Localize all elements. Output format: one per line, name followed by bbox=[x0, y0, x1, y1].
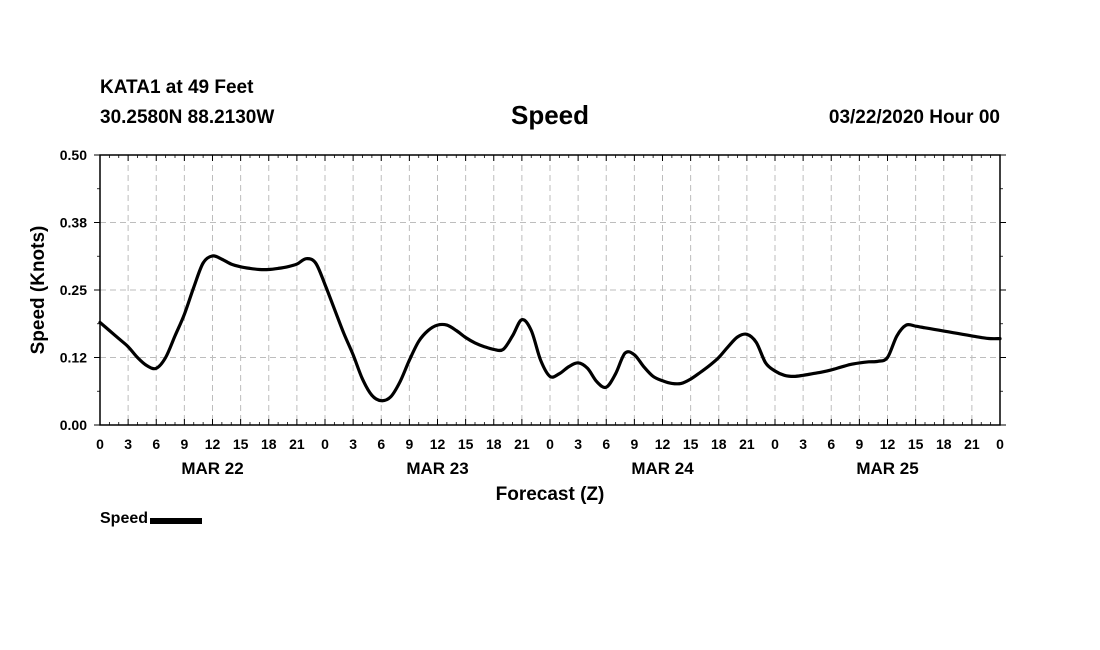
chart-title: Speed bbox=[510, 100, 590, 130]
x-tick-label: 15 bbox=[683, 436, 699, 452]
x-tick-label: 6 bbox=[602, 436, 610, 452]
x-tick-label: 3 bbox=[349, 436, 357, 452]
x-tick-label: 21 bbox=[739, 436, 755, 452]
x-tick-label: 15 bbox=[458, 436, 474, 452]
x-tick-label: 18 bbox=[936, 436, 952, 452]
x-axis-label: Forecast (Z) bbox=[496, 484, 605, 505]
x-tick-label: 9 bbox=[180, 436, 188, 452]
x-tick-label: 12 bbox=[655, 436, 671, 452]
speed-series-line bbox=[98, 254, 1002, 403]
x-tick-label: 0 bbox=[96, 436, 104, 452]
station-label: KATA1 at 49 Feet bbox=[100, 77, 254, 98]
x-tick-label: 12 bbox=[880, 436, 896, 452]
day-label: MAR 22 bbox=[181, 459, 243, 478]
x-tick-label: 21 bbox=[289, 436, 305, 452]
x-tick-label: 0 bbox=[996, 436, 1004, 452]
y-tick-labels: 0.00 0.12 0.25 0.38 0.50 bbox=[60, 147, 87, 433]
x-tick-label: 9 bbox=[405, 436, 413, 452]
x-tick-label: 0 bbox=[771, 436, 779, 452]
y-axis-label: Speed (Knots) bbox=[28, 226, 49, 355]
plot-frame bbox=[99, 154, 1001, 426]
x-tick-label: 18 bbox=[711, 436, 727, 452]
legend: Speed bbox=[100, 510, 203, 528]
x-tick-label: 21 bbox=[964, 436, 980, 452]
day-label: MAR 23 bbox=[406, 459, 468, 478]
x-tick-label: 3 bbox=[574, 436, 582, 452]
legend-swatch bbox=[150, 517, 203, 524]
x-tick-label: 15 bbox=[233, 436, 249, 452]
x-tick-label: 9 bbox=[630, 436, 638, 452]
grid bbox=[100, 155, 1000, 425]
forecast-datetime: 03/22/2020 Hour 00 bbox=[828, 107, 1000, 128]
x-tick-label: 3 bbox=[124, 436, 132, 452]
x-tick-label: 12 bbox=[430, 436, 446, 452]
x-tick-label: 12 bbox=[205, 436, 221, 452]
x-tick-label: 0 bbox=[546, 436, 554, 452]
x-tick-label: 21 bbox=[514, 436, 530, 452]
y-tick-label: 0.12 bbox=[60, 350, 87, 366]
y-tick-label: 0.25 bbox=[60, 282, 87, 298]
x-tick-label: 6 bbox=[152, 436, 160, 452]
x-tick-label: 0 bbox=[321, 436, 329, 452]
legend-label: Speed bbox=[100, 510, 149, 527]
x-tick-label: 3 bbox=[799, 436, 807, 452]
x-tick-label: 18 bbox=[486, 436, 502, 452]
x-tick-label: 15 bbox=[908, 436, 924, 452]
y-tick-label: 0.00 bbox=[60, 417, 87, 433]
x-tick-label: 9 bbox=[855, 436, 863, 452]
day-labels: MAR 22 MAR 23 MAR 24 MAR 25 bbox=[181, 459, 918, 478]
day-label: MAR 24 bbox=[631, 459, 694, 478]
y-tick-label: 0.38 bbox=[60, 215, 87, 231]
coordinates-label: 30.2580N 88.2130W bbox=[100, 107, 275, 128]
x-tick-label: 6 bbox=[377, 436, 385, 452]
x-tick-label: 18 bbox=[261, 436, 277, 452]
x-tick-labels: 0 3 6 9 12 15 18 21 0 3 6 9 12 15 18 21 0 3 6 9 12 15 18 21 0 3 6 9… bbox=[96, 436, 1004, 452]
day-label: MAR 25 bbox=[856, 459, 918, 478]
y-tick-label: 0.50 bbox=[60, 147, 87, 163]
x-tick-label: 6 bbox=[827, 436, 835, 452]
